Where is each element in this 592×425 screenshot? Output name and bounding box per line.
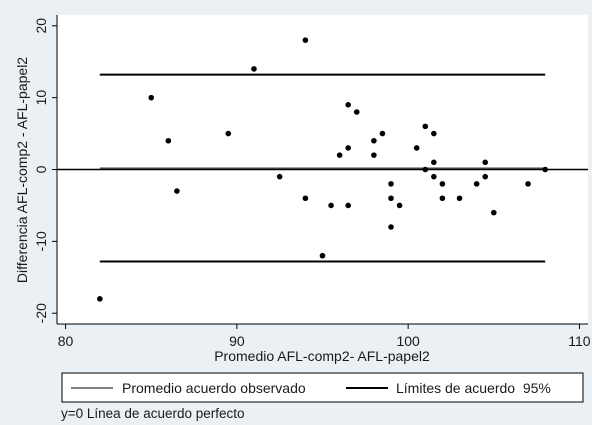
data-point bbox=[490, 209, 497, 216]
y-tick-label: -10 bbox=[33, 231, 49, 251]
y-tick-label: -20 bbox=[33, 303, 49, 323]
x-axis-title: Promedio AFL-comp2- AFL-papel2 bbox=[214, 348, 430, 364]
axis-layer: -20 -10 0 10 20 80 90 100 110 bbox=[33, 15, 591, 349]
data-point bbox=[388, 195, 394, 202]
y-tick-label: 0 bbox=[33, 165, 49, 173]
data-point bbox=[345, 145, 351, 151]
data-point bbox=[379, 130, 386, 137]
legend-label-mean: Promedio acuerdo observado bbox=[122, 380, 306, 396]
legend-box bbox=[61, 372, 584, 403]
data-point bbox=[353, 109, 360, 115]
data-point bbox=[482, 173, 489, 180]
data-point bbox=[482, 159, 489, 166]
data-point bbox=[319, 252, 326, 259]
data-point bbox=[328, 202, 334, 209]
x-tick-label: 80 bbox=[58, 333, 74, 349]
plot-layer bbox=[57, 37, 588, 302]
data-point bbox=[302, 37, 309, 43]
data-point bbox=[439, 195, 446, 202]
x-tick-label: 110 bbox=[568, 333, 591, 349]
data-point bbox=[431, 159, 437, 166]
data-point bbox=[345, 102, 351, 108]
data-point bbox=[422, 123, 429, 130]
data-point bbox=[174, 188, 180, 194]
chart-note: y=0 Línea de acuerdo perfecto bbox=[61, 406, 245, 421]
x-tick-label: 90 bbox=[229, 333, 245, 349]
y-tick-label: 10 bbox=[33, 90, 49, 106]
data-point bbox=[371, 137, 377, 144]
data-point bbox=[345, 202, 351, 209]
y-axis-title: Differencia AFL-comp2 - AFL-papel2 bbox=[14, 57, 30, 283]
data-point bbox=[473, 181, 480, 187]
legend: Promedio acuerdo observado Límites de ac… bbox=[61, 372, 584, 403]
data-point bbox=[251, 66, 257, 72]
y-tick-label: 20 bbox=[33, 18, 49, 34]
data-point bbox=[148, 94, 155, 101]
data-point bbox=[388, 224, 394, 230]
data-point bbox=[371, 152, 377, 158]
x-tick-label: 100 bbox=[396, 333, 420, 349]
data-point bbox=[431, 173, 437, 180]
data-point bbox=[165, 137, 172, 144]
data-point bbox=[336, 152, 343, 158]
data-point bbox=[302, 195, 309, 202]
data-point bbox=[413, 145, 420, 151]
data-point bbox=[396, 202, 403, 209]
legend-label-limits: Límites de acuerdo 95% bbox=[396, 380, 551, 396]
data-point bbox=[542, 166, 548, 173]
data-point bbox=[422, 166, 429, 173]
data-point bbox=[456, 195, 463, 202]
data-point bbox=[225, 130, 232, 137]
data-point bbox=[388, 181, 394, 187]
data-point bbox=[431, 130, 437, 137]
data-point bbox=[276, 173, 283, 180]
data-point bbox=[525, 181, 531, 187]
data-point bbox=[439, 181, 446, 187]
data-point bbox=[97, 296, 103, 302]
